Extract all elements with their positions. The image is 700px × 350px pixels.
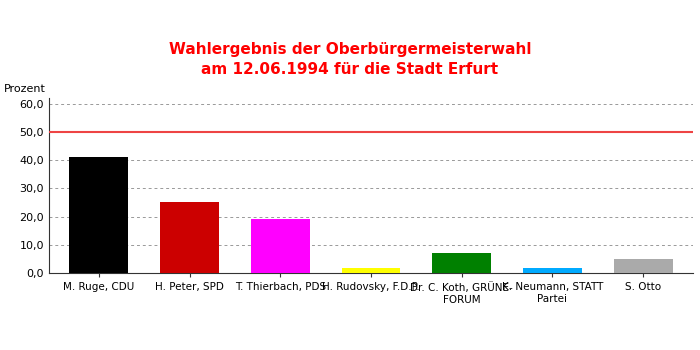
Bar [69,157,128,273]
Text: Prozent: Prozent [4,84,46,94]
Bar [614,259,673,273]
Bar [523,268,582,273]
Text: Wahlergebnis der Oberbürgermeisterwahl
am 12.06.1994 für die Stadt Erfurt: Wahlergebnis der Oberbürgermeisterwahl a… [169,42,531,77]
Bar [432,253,491,273]
Bar [160,202,219,273]
Bar [251,219,310,273]
Bar [342,268,400,273]
